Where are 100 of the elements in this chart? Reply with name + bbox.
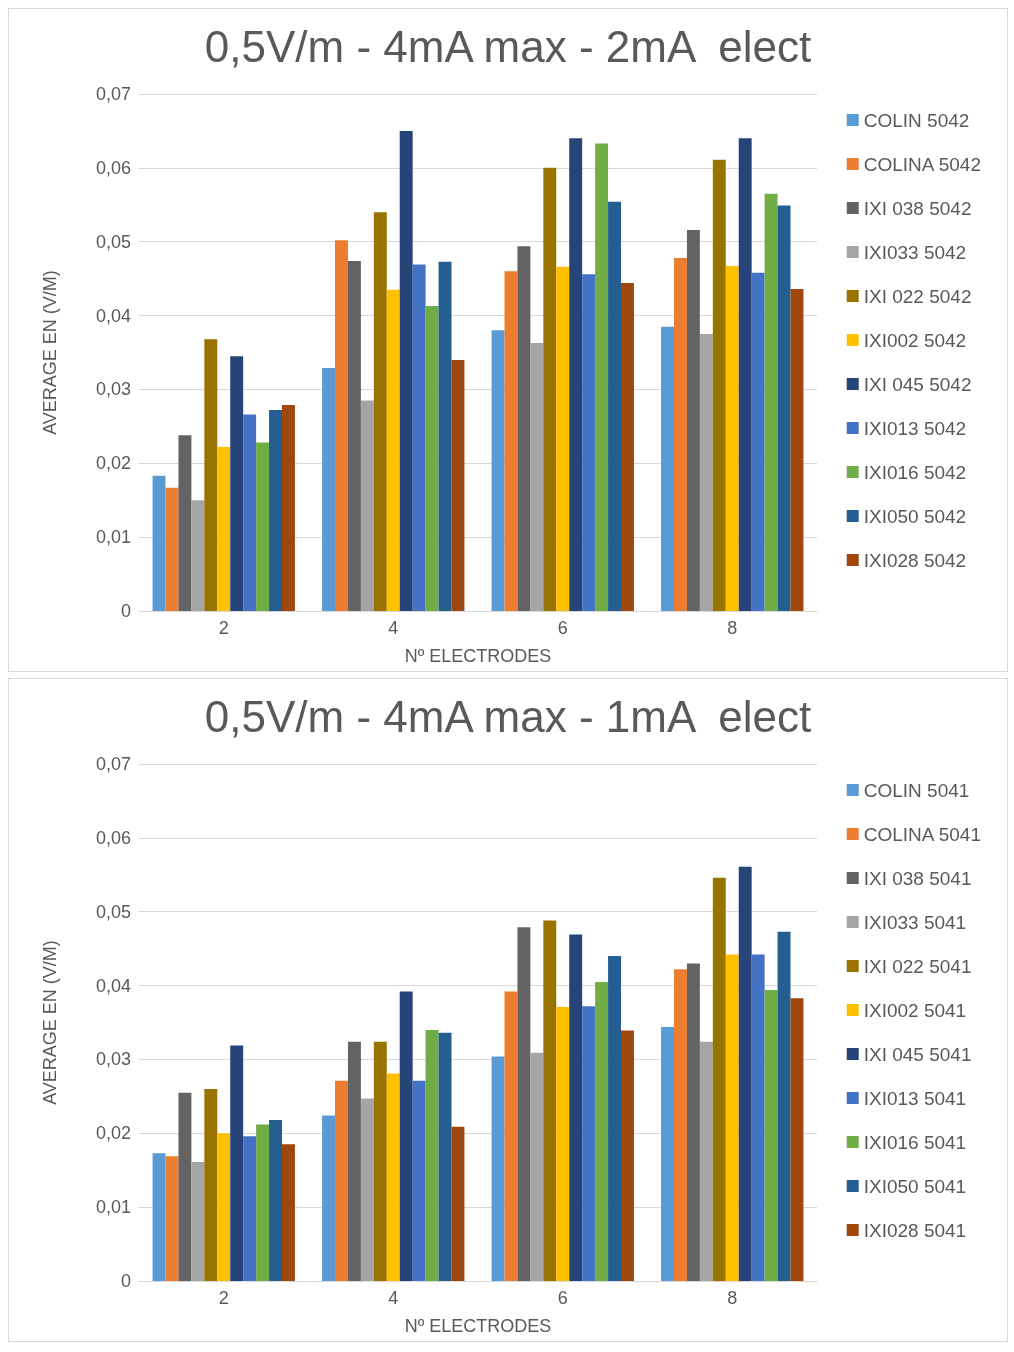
bar (256, 1124, 270, 1281)
bar (451, 1126, 465, 1281)
bar (790, 288, 804, 611)
bar (178, 1092, 192, 1281)
legend-label: IXI033 5041 (863, 911, 967, 933)
bar (152, 1153, 166, 1281)
bar (412, 1080, 426, 1281)
bar (699, 334, 713, 611)
bar (373, 212, 387, 611)
bar (504, 271, 518, 611)
bar (204, 339, 218, 611)
bar (230, 356, 244, 611)
y-tick-label: 0,06 (95, 827, 131, 848)
bar (504, 991, 518, 1281)
bar (712, 159, 726, 611)
bar (386, 289, 400, 611)
bar (165, 487, 179, 611)
bar (777, 205, 791, 611)
bar (152, 475, 166, 611)
bar (243, 1136, 257, 1281)
bar (530, 342, 544, 611)
bar (608, 201, 621, 611)
bar (269, 1119, 282, 1281)
legend-label: IXI002 5042 (863, 329, 967, 351)
bar (438, 261, 452, 611)
bar (230, 1045, 244, 1281)
legend-label: COLINA 5042 (863, 153, 981, 175)
bar (777, 931, 791, 1281)
bar (699, 1041, 713, 1281)
x-tick-label: 6 (557, 618, 568, 638)
x-tick-label: 8 (727, 1288, 738, 1308)
legend-label: IXI033 5042 (863, 241, 967, 263)
y-tick-label: 0,01 (95, 527, 131, 548)
bar (243, 414, 257, 611)
bar (595, 143, 609, 611)
bar (204, 1088, 218, 1281)
bar (217, 1133, 231, 1281)
bar (360, 1098, 374, 1281)
bar (491, 330, 505, 611)
bar (764, 990, 778, 1281)
y-tick-label: 0,05 (95, 231, 131, 252)
bar (790, 998, 804, 1281)
legend-label: IXI 045 5041 (863, 1043, 972, 1065)
bar (674, 257, 687, 611)
x-axis-title: Nº ELECTRODES (404, 646, 552, 666)
y-axis-title: AVERAGE EN (V/M) (40, 940, 60, 1105)
legend-label: IXI 045 5042 (863, 373, 972, 395)
legend-label: COLIN 5041 (863, 779, 970, 801)
bar (543, 167, 557, 611)
bar (438, 1032, 452, 1281)
x-axis-title: Nº ELECTRODES (404, 1316, 552, 1336)
bar (360, 400, 374, 611)
bar (751, 272, 765, 611)
bar (582, 1006, 596, 1281)
legend-label: IXI028 5041 (863, 1219, 967, 1241)
bar (582, 274, 596, 611)
y-tick-label: 0,02 (95, 1123, 131, 1144)
bar (556, 266, 570, 611)
bar (425, 305, 439, 611)
bar (165, 1156, 179, 1281)
legend-label: IXI013 5042 (863, 417, 967, 439)
bar (335, 240, 348, 611)
y-tick-label: 0,05 (95, 901, 131, 922)
bar (725, 266, 739, 611)
bar (425, 1029, 439, 1281)
bar (517, 927, 531, 1281)
legend-label: IXI016 5041 (863, 1131, 967, 1153)
bar (412, 264, 426, 611)
y-tick-label: 0,04 (95, 305, 131, 326)
bar (712, 877, 726, 1281)
y-tick-label: 0,07 (95, 754, 131, 774)
legend-label: IXI028 5042 (863, 549, 967, 571)
chart-title: 0,5V/m - 4mA max - 1mA elect (204, 691, 812, 741)
bar (569, 138, 583, 611)
bar (335, 1080, 348, 1281)
x-tick-label: 2 (218, 1288, 229, 1308)
legend-label: IXI016 5042 (863, 461, 967, 483)
bar (674, 969, 687, 1281)
bar (386, 1073, 400, 1281)
bar (282, 1144, 295, 1281)
bar (451, 359, 465, 611)
bar (686, 229, 700, 611)
legend-label: COLIN 5042 (863, 109, 970, 131)
y-tick-label: 0 (120, 601, 131, 621)
legend-label: IXI 022 5042 (863, 285, 972, 307)
y-tick-label: 0,03 (95, 1049, 131, 1070)
bar (322, 368, 335, 611)
bar (322, 1115, 335, 1281)
bar (256, 442, 270, 611)
bar (738, 138, 752, 611)
bar (399, 130, 413, 611)
legend-label: COLINA 5041 (863, 823, 981, 845)
bar (269, 410, 282, 611)
bar (517, 246, 531, 611)
bar (595, 981, 609, 1281)
bar (751, 954, 765, 1281)
bar (661, 326, 674, 611)
legend-label: IXI 022 5041 (863, 955, 972, 977)
bar (191, 500, 205, 611)
bar (373, 1041, 387, 1281)
